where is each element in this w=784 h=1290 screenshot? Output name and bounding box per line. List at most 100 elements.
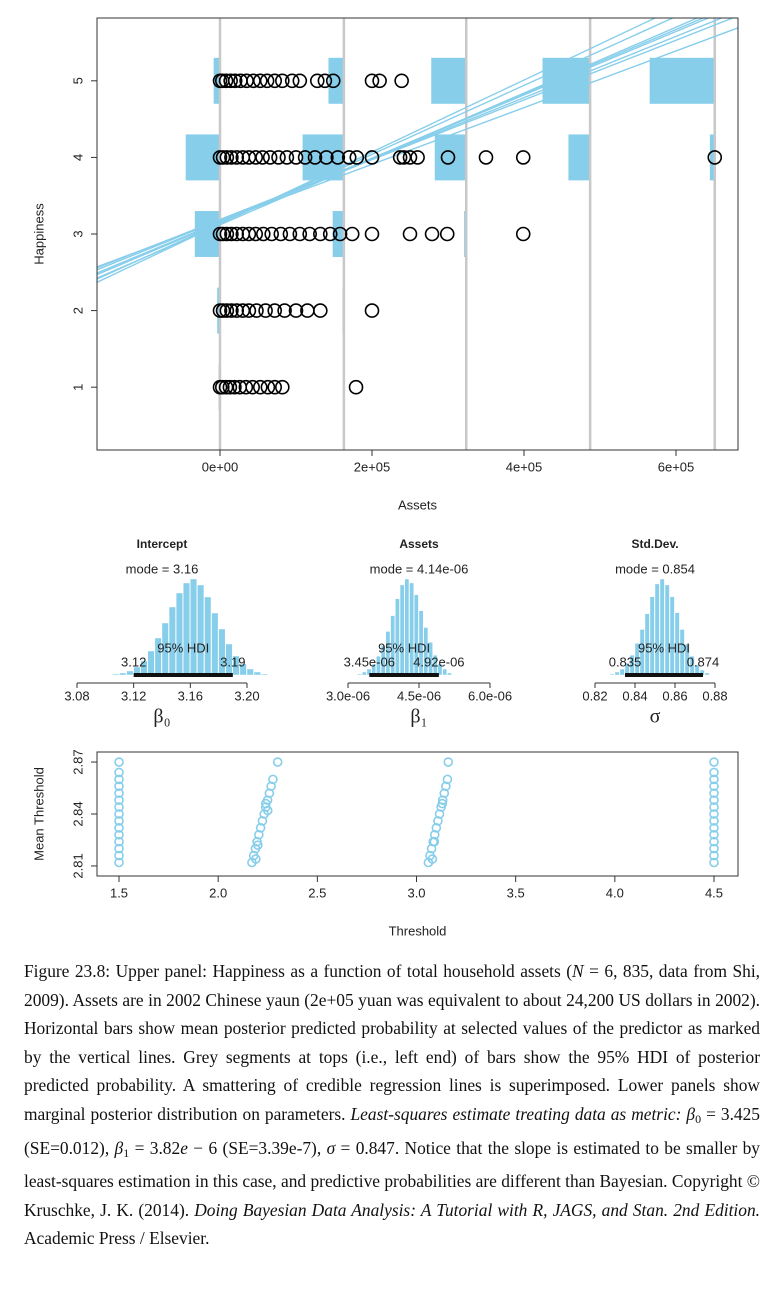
data-point [114,788,124,799]
data-point [709,836,719,847]
panel-title: Assets [399,537,439,551]
data-point [709,816,719,826]
data-point [229,150,245,165]
data-point [114,809,124,819]
x-axis-label: β₁ [410,706,427,728]
data-point [709,829,719,840]
data-point [277,303,292,318]
data-point [258,303,273,318]
data-point [252,73,268,89]
y-tick-label: 2.87 [70,749,85,774]
data-point [709,857,719,868]
y-axis-label: Mean Threshold [31,767,46,861]
hdi-value: 0.835 [609,654,642,669]
data-point [249,303,264,318]
data-point [313,303,328,318]
data-point [114,850,124,861]
data-point [268,774,278,785]
data-point [341,150,357,165]
x-tick-label: 0.88 [702,688,727,703]
regression-line [97,18,735,269]
regression-line [97,27,738,268]
data-point [114,781,124,792]
caption-text: Least-squares estimate treating data as … [350,1103,696,1124]
hist-bar [246,668,254,676]
x-axis-label: σ [650,706,661,728]
data-point [262,150,278,165]
data-point [439,226,455,242]
data-point [297,150,313,165]
predicted-prob-bar [185,134,220,181]
x-tick-label: 3.16 [178,688,203,703]
data-point [292,226,308,242]
y-tick-label: 5 [70,77,85,84]
y-tick-label: 1 [70,384,85,391]
data-point [114,757,124,767]
hist-bar [211,612,219,676]
predicted-prob-bar [328,57,344,104]
x-tick-label: 6e+05 [658,459,695,474]
x-tick-label: 2.0 [209,885,227,900]
data-point [251,854,261,864]
data-point [275,73,290,89]
data-point [241,303,257,318]
hist-bar [664,584,670,676]
data-point [431,823,442,833]
hdi-value: 4.92e-06 [413,654,464,669]
x-tick-label: 2.5 [308,885,326,900]
x-tick-label: 4e+05 [506,459,543,474]
data-point [114,802,124,812]
data-point [402,150,418,165]
data-point [307,150,323,165]
x-tick-label: 3.5 [507,885,525,900]
data-point [372,73,387,89]
mode-label: mode = 0.854 [615,561,695,576]
data-point [392,150,408,165]
data-point [219,150,235,165]
data-point [224,303,239,318]
predicted-prob-bar [434,134,467,181]
x-tick-label: 6.0e-06 [468,688,512,703]
hist-bar [112,673,120,676]
x-tick-label: 3.0 [407,885,425,900]
data-point [248,226,264,242]
data-point [317,73,333,89]
hdi-value: 3.12 [121,654,146,669]
predicted-prob-bar [217,287,220,334]
panel-title: Intercept [137,537,188,551]
data-point [440,150,456,165]
y-tick-label: 4 [70,154,85,161]
data-point [267,379,283,395]
data-point [248,150,264,165]
x-axis-label: Assets [398,497,438,512]
data-point [394,73,409,89]
data-point [114,836,124,847]
hist-bar [204,596,212,676]
data-point [313,226,328,242]
data-point [349,150,365,165]
y-tick-label: 2 [70,307,85,314]
data-point [219,303,235,318]
hist-bar [614,671,620,676]
data-point [267,73,283,89]
data-point [256,226,271,242]
x-tick-label: 0.84 [622,688,647,703]
data-point [434,809,445,819]
data-point [433,816,443,826]
hist-bar [619,668,625,676]
data-point [344,226,360,242]
data-point [443,757,454,767]
data-point [709,781,719,792]
mode-label: mode = 3.16 [126,561,199,576]
caption-text: = 6, 835, data from Shi, 2009). Assets a… [24,961,761,1124]
data-point [241,226,257,242]
data-point [709,802,719,812]
caption-text: 1 [123,1145,130,1160]
data-point [114,816,124,826]
predicted-prob-bar [431,57,467,104]
data-point [284,73,300,89]
data-point [219,226,235,242]
x-axis-label: β₀ [153,706,170,728]
plot-area [97,18,738,450]
hist-bar [366,668,372,676]
